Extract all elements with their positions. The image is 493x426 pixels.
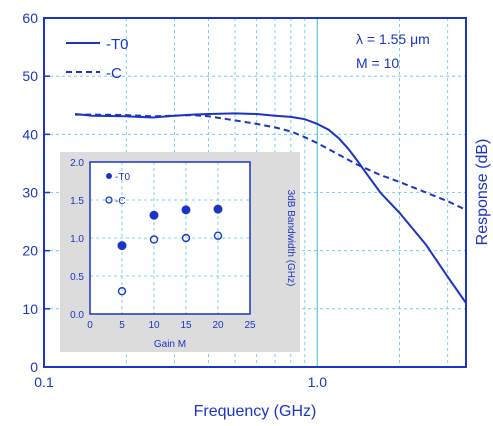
- main-y-tick-label: 30: [22, 185, 38, 201]
- main-plot-series: [75, 112, 467, 304]
- inset-legend-label-c: -C: [115, 196, 126, 207]
- inset-point-c: [213, 231, 223, 240]
- inset-point-t0: [213, 204, 223, 214]
- gain-annotation: M = 10: [356, 55, 399, 71]
- inset-chart: 0.0 0.5 1.0 1.5 2.0 0 5 10 15 20 25 Gain M 3dB Ba…: [60, 152, 300, 352]
- inset-grid: [90, 162, 250, 314]
- inset-y-tick-label: 0.0: [70, 310, 84, 321]
- main-y-tick-label: 10: [22, 301, 38, 317]
- main-y-tick-label: 0: [30, 359, 38, 375]
- inset-x-axis-label: Gain M: [154, 339, 186, 350]
- main-y-tick-label: 20: [22, 243, 38, 259]
- inset-y-tick-label: 2.0: [70, 158, 84, 169]
- main-plot-x-axis-label: Frequency (GHz): [194, 403, 317, 420]
- inset-point-t0: [117, 241, 127, 251]
- inset-y-tick-label: 1.5: [70, 196, 84, 207]
- inset-legend-marker-t0: [106, 173, 112, 179]
- inset-plot-frame: [89, 161, 251, 315]
- inset-points: [117, 204, 223, 296]
- inset-x-tick-label: 10: [148, 320, 160, 331]
- legend-label-c: -C: [106, 65, 122, 82]
- main-y-tick-label: 40: [22, 126, 38, 142]
- inset-x-tick-label: 0: [87, 320, 93, 331]
- inset-x-tick-label: 25: [244, 320, 256, 331]
- wavelength-annotation: λ = 1.55 μm: [356, 31, 430, 47]
- inset-y-tick-label: 0.5: [70, 272, 84, 283]
- inset-y-ticks: 0.0 0.5 1.0 1.5 2.0: [70, 158, 84, 321]
- main-y-tick-label: 50: [22, 68, 38, 84]
- main-plot-x-ticks: 0.1 1.0: [34, 374, 327, 390]
- main-series-line-c: [75, 113, 467, 211]
- main-plot-y-ticks: 0 10 20 30 40 50 60: [22, 10, 50, 375]
- main-y-tick-label: 60: [22, 10, 38, 26]
- main-plot-legend: -T0 -C: [66, 36, 129, 82]
- inset-point-c: [117, 287, 127, 296]
- inset-point-t0: [149, 210, 159, 220]
- inset-y-axis-label: 3dB Bandwidth (GHz): [285, 190, 296, 287]
- inset-x-tick-label: 5: [119, 320, 125, 331]
- inset-x-tick-label: 20: [212, 320, 224, 331]
- inset-legend-label-t0: -T0: [115, 172, 130, 183]
- inset-legend-marker-c: [105, 196, 113, 204]
- inset-x-tick-label: 15: [180, 320, 192, 331]
- main-x-tick-label: 0.1: [34, 374, 54, 390]
- legend-label-t0: -T0: [106, 36, 129, 53]
- inset-y-tick-label: 1.0: [70, 234, 84, 245]
- inset-x-ticks: 0 5 10 15 20 25: [87, 320, 256, 331]
- main-x-tick-label: 1.0: [308, 374, 328, 390]
- inset-point-t0: [181, 205, 191, 215]
- inset-point-c: [149, 235, 159, 244]
- inset-legend: -T0 -C: [105, 172, 130, 207]
- main-plot-y-axis-label: Response (dB): [474, 139, 491, 246]
- inset-point-c: [181, 233, 191, 243]
